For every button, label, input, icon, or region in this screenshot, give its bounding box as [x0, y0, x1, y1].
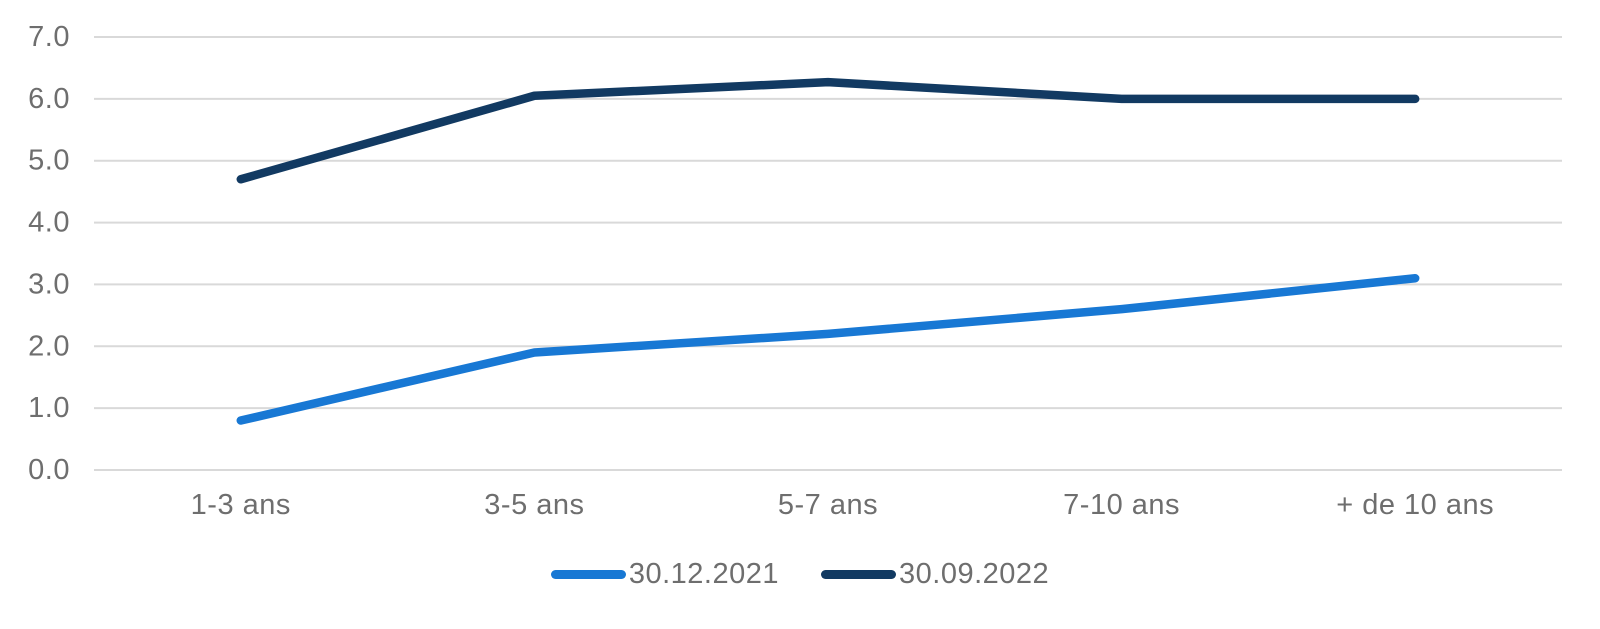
y-axis-tick-label: 7.0: [28, 21, 70, 53]
y-axis-tick-label: 2.0: [28, 330, 70, 362]
x-axis-category-label: 1-3 ans: [191, 489, 291, 521]
legend-swatch-icon: [821, 570, 896, 579]
chart-legend: 30.12.2021 30.09.2022: [0, 560, 1600, 589]
legend-swatch-icon: [550, 570, 626, 579]
x-axis-category-label: + de 10 ans: [1336, 489, 1494, 521]
series-line-2: [236, 77, 1420, 184]
series-line-1: [236, 273, 1420, 425]
legend-label: 30.12.2021: [628, 558, 779, 590]
x-axis-category-label: 7-10 ans: [1063, 489, 1180, 521]
x-axis-category-label: 5-7 ans: [778, 489, 878, 521]
y-axis-tick-label: 0.0: [28, 454, 70, 486]
y-axis-tick-label: 6.0: [28, 83, 70, 115]
x-axis-category-label: 3-5 ans: [484, 489, 584, 521]
y-axis-tick-label: 3.0: [28, 268, 70, 300]
y-axis-tick-label: 1.0: [28, 392, 70, 424]
legend-label: 30.09.2022: [899, 558, 1050, 590]
y-axis-tick-label: 4.0: [28, 207, 70, 239]
y-axis-tick-label: 5.0: [28, 145, 70, 177]
legend-item-series-1: 30.12.2021: [550, 558, 779, 590]
legend-item-series-2: 30.09.2022: [821, 560, 1049, 589]
